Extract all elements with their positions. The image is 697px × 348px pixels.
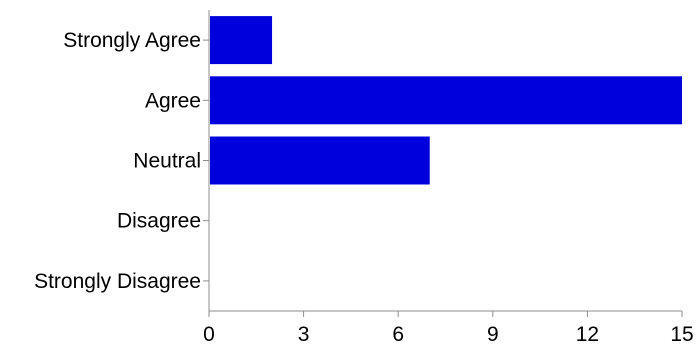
bars-layer <box>210 16 682 185</box>
bar-strongly-agree <box>210 16 273 65</box>
category-label: Strongly Disagree <box>34 270 201 293</box>
category-label: Neutral <box>133 150 201 173</box>
x-tick-label: 3 <box>298 323 310 346</box>
x-tick-label: 6 <box>392 323 404 346</box>
category-label: Disagree <box>117 210 201 233</box>
labels-layer: Strongly Agree Agree Neutral Disagree Strong… <box>34 29 694 346</box>
axes-layer <box>203 10 683 317</box>
x-tick-label: 15 <box>670 323 693 346</box>
category-label: Strongly Agree <box>63 29 201 52</box>
x-tick-label: 12 <box>576 323 599 346</box>
category-label: Agree <box>145 89 201 112</box>
bar-agree <box>210 76 682 125</box>
x-tick-label: 0 <box>203 323 215 346</box>
bar-neutral <box>210 136 430 185</box>
x-tick-label: 9 <box>487 323 499 346</box>
